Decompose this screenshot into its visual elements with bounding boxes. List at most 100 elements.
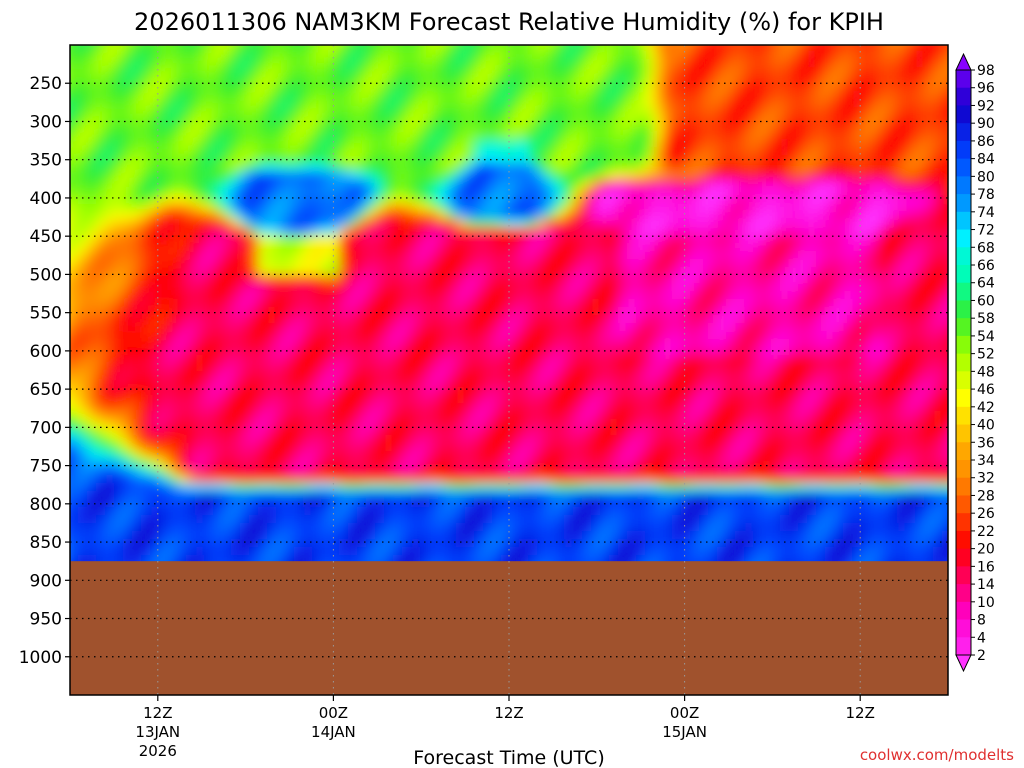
colorbar-label-74: 74 bbox=[977, 205, 995, 221]
y-tick-label-300: 300 bbox=[30, 112, 62, 132]
colorbar-swatch-66 bbox=[956, 265, 971, 284]
colorbar-label-98: 98 bbox=[977, 63, 995, 79]
colorbar-label-78: 78 bbox=[977, 187, 995, 203]
colorbar-swatch-16 bbox=[956, 566, 971, 585]
colorbar-label-68: 68 bbox=[977, 240, 995, 256]
y-axis: 250 300 350 400 450 500 550 600 650 700 750 800 850 9… bbox=[19, 74, 70, 668]
y-tick-label-800: 800 bbox=[30, 495, 62, 515]
colorbar-label-96: 96 bbox=[977, 81, 995, 97]
colorbar-swatch-72 bbox=[956, 229, 971, 248]
colorbar-swatch-40 bbox=[956, 424, 971, 443]
colorbar-label-60: 60 bbox=[977, 293, 995, 309]
colorbar-swatch-20 bbox=[956, 548, 971, 567]
colorbar-label-16: 16 bbox=[977, 559, 995, 575]
colorbar-label-92: 92 bbox=[977, 98, 995, 114]
x-tick-date-1: 14JAN bbox=[311, 723, 356, 741]
colorbar-label-80: 80 bbox=[977, 169, 995, 185]
colorbar-swatch-48 bbox=[956, 371, 971, 390]
colorbar-swatch-42 bbox=[956, 406, 971, 426]
grid-lines bbox=[70, 45, 948, 695]
colorbar-label-28: 28 bbox=[977, 488, 995, 504]
y-tick-label-400: 400 bbox=[30, 189, 62, 209]
colorbar-label-36: 36 bbox=[977, 435, 995, 451]
y-tick-label-350: 350 bbox=[30, 151, 62, 171]
y-tick-label-1000: 1000 bbox=[19, 648, 62, 668]
y-tick-label-450: 450 bbox=[30, 227, 62, 247]
rh-contour-field bbox=[70, 45, 948, 695]
colorbar-swatch-74 bbox=[956, 211, 971, 231]
y-tick-label-750: 750 bbox=[30, 457, 62, 477]
colorbar-label-48: 48 bbox=[977, 364, 995, 380]
colorbar-label-72: 72 bbox=[977, 223, 995, 239]
x-tick-year-0: 2026 bbox=[139, 742, 177, 760]
colorbar-swatch-46 bbox=[956, 389, 971, 408]
colorbar-swatch-92 bbox=[956, 105, 971, 124]
x-tick-label-2: 12Z bbox=[494, 704, 523, 722]
colorbar-label-14: 14 bbox=[977, 577, 995, 593]
colorbar-label-20: 20 bbox=[977, 542, 995, 558]
colorbar-swatch-28 bbox=[956, 495, 971, 514]
colorbar-label-8: 8 bbox=[977, 613, 986, 629]
colorbar: 9896929086848078747268666460585452484642… bbox=[955, 52, 995, 673]
y-tick-label-250: 250 bbox=[30, 74, 62, 94]
colorbar-label-90: 90 bbox=[977, 116, 995, 132]
colorbar-label-52: 52 bbox=[977, 347, 995, 363]
colorbar-swatch-86 bbox=[956, 140, 971, 160]
colorbar-label-84: 84 bbox=[977, 152, 995, 168]
colorbar-label-4: 4 bbox=[977, 630, 986, 646]
colorbar-swatch-32 bbox=[956, 477, 971, 496]
x-tick-label-0: 12Z bbox=[143, 704, 172, 722]
colorbar-label-58: 58 bbox=[977, 311, 995, 327]
colorbar-swatch-52 bbox=[956, 353, 971, 372]
colorbar-swatch-58 bbox=[956, 318, 971, 337]
y-tick-label-650: 650 bbox=[30, 380, 62, 400]
colorbar-label-86: 86 bbox=[977, 134, 995, 150]
colorbar-label-10: 10 bbox=[977, 595, 995, 611]
colorbar-label-34: 34 bbox=[977, 453, 995, 469]
x-tick-date-0: 13JAN bbox=[135, 723, 180, 741]
colorbar-swatch-36 bbox=[956, 442, 971, 461]
colorbar-label-2: 2 bbox=[977, 648, 986, 664]
colorbar-swatch-80 bbox=[956, 176, 971, 195]
y-tick-label-700: 700 bbox=[30, 418, 62, 438]
colorbar-swatch-4 bbox=[956, 637, 971, 656]
x-axis-label: Forecast Time (UTC) bbox=[413, 747, 604, 768]
chart-title: 2026011306 NAM3KM Forecast Relative Humi… bbox=[134, 8, 884, 36]
y-tick-label-500: 500 bbox=[30, 265, 62, 285]
x-tick-label-3: 00Z bbox=[670, 704, 699, 722]
y-tick-label-550: 550 bbox=[30, 304, 62, 324]
colorbar-swatch-78 bbox=[956, 194, 971, 213]
y-tick-label-900: 900 bbox=[30, 571, 62, 591]
colorbar-label-64: 64 bbox=[977, 276, 995, 292]
colorbar-frame bbox=[955, 69, 972, 656]
colorbar-label-22: 22 bbox=[977, 524, 995, 540]
colorbar-swatch-54 bbox=[956, 335, 971, 355]
colorbar-swatch-10 bbox=[956, 601, 971, 621]
colorbar-label-42: 42 bbox=[977, 400, 995, 416]
y-tick-label-850: 850 bbox=[30, 533, 62, 553]
colorbar-swatch-14 bbox=[956, 584, 971, 603]
x-tick-label-1: 00Z bbox=[319, 704, 348, 722]
colorbar-swatch-22 bbox=[956, 530, 971, 550]
colorbar-swatch-96 bbox=[956, 87, 971, 106]
colorbar-swatch-60 bbox=[956, 300, 971, 319]
colorbar-swatch-26 bbox=[956, 513, 971, 532]
colorbar-swatch-8 bbox=[956, 619, 971, 638]
colorbar-bottom-arrow bbox=[955, 654, 972, 673]
x-tick-date-3: 15JAN bbox=[662, 723, 707, 741]
colorbar-label-40: 40 bbox=[977, 418, 995, 434]
colorbar-swatch-84 bbox=[956, 158, 971, 177]
colorbar-swatch-34 bbox=[956, 460, 971, 479]
colorbar-label-26: 26 bbox=[977, 506, 995, 522]
colorbar-top-arrow bbox=[955, 52, 972, 71]
colorbar-swatch-98 bbox=[956, 70, 971, 89]
colorbar-swatch-90 bbox=[956, 123, 971, 142]
colorbar-label-32: 32 bbox=[977, 471, 995, 487]
colorbar-label-66: 66 bbox=[977, 258, 995, 274]
y-tick-label-600: 600 bbox=[30, 342, 62, 362]
colorbar-label-54: 54 bbox=[977, 329, 995, 345]
colorbar-label-46: 46 bbox=[977, 382, 995, 398]
credit-text: coolwx.com/modelts bbox=[860, 746, 1014, 764]
